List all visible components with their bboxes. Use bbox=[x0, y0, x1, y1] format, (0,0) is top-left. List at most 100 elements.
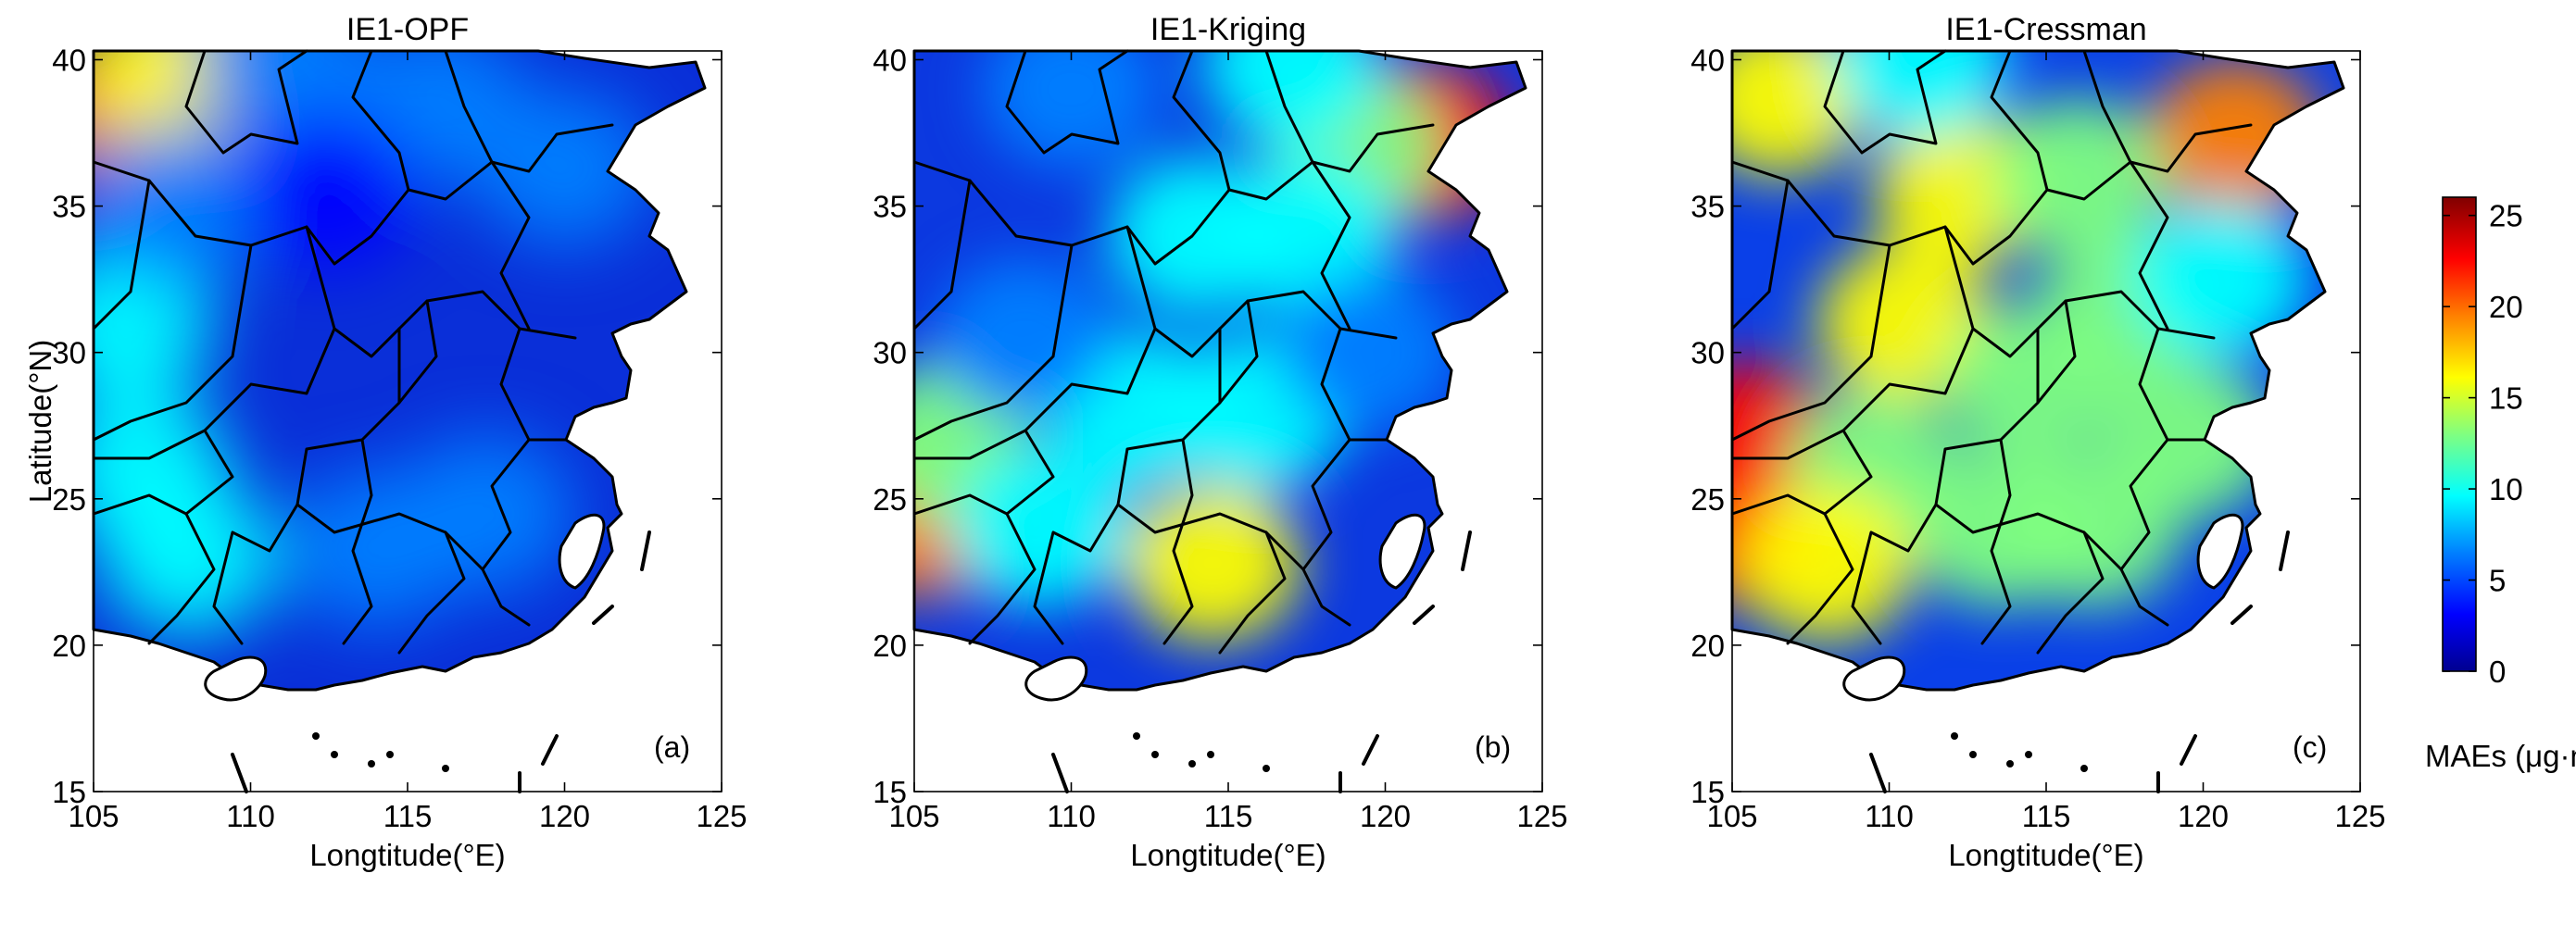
y-tick-label: 20 bbox=[52, 629, 86, 663]
island-outline bbox=[204, 655, 268, 702]
x-axis-label: Longtitude(°E) bbox=[309, 838, 505, 872]
province-boundary bbox=[1162, 438, 1194, 645]
province-boundary bbox=[912, 243, 1074, 442]
province-boundary bbox=[2082, 530, 2123, 571]
province-boundary bbox=[1301, 327, 1351, 627]
province-boundary bbox=[1730, 243, 1891, 442]
islet bbox=[1969, 751, 1977, 758]
x-tick-label: 125 bbox=[696, 799, 747, 833]
y-tick-label: 30 bbox=[873, 336, 907, 370]
y-tick-label: 35 bbox=[52, 190, 86, 224]
heat-spot bbox=[983, 51, 1160, 168]
boundary-dash bbox=[1051, 753, 1069, 793]
heat-spot bbox=[194, 51, 371, 139]
province-boundary bbox=[147, 512, 216, 645]
heat-spot bbox=[397, 434, 574, 593]
colorbar-gradient bbox=[2442, 196, 2477, 672]
province-boundary bbox=[912, 179, 972, 331]
y-tick-label: 15 bbox=[52, 775, 86, 809]
boundary-dash bbox=[1362, 734, 1379, 766]
colorbar-ticks: 25 20 15 10 5 0 bbox=[2443, 199, 2523, 689]
province-boundary bbox=[305, 225, 577, 358]
islet bbox=[312, 732, 320, 740]
province-boundary bbox=[1730, 327, 1975, 516]
province-boundary bbox=[1730, 429, 1845, 460]
heat-spot bbox=[1832, 51, 2009, 139]
province-boundaries bbox=[92, 49, 707, 793]
island-outline bbox=[2196, 513, 2244, 590]
y-tick-label: 30 bbox=[52, 336, 86, 370]
y-tick-label: 40 bbox=[873, 43, 907, 77]
province-boundary bbox=[481, 327, 531, 627]
island-outline bbox=[558, 513, 606, 590]
boundary-dash bbox=[640, 530, 651, 571]
boundary-dash bbox=[541, 734, 559, 766]
province-boundary bbox=[342, 438, 373, 645]
heat-spot bbox=[1942, 303, 2119, 461]
boundary-dash bbox=[1869, 753, 1887, 793]
province-boundary bbox=[92, 327, 336, 516]
heat-spot bbox=[1738, 484, 1915, 643]
y-tick-label: 40 bbox=[1690, 43, 1725, 77]
province-boundary bbox=[1943, 225, 2216, 358]
province-boundary bbox=[912, 123, 1435, 266]
panel-title: IE1-OPF bbox=[346, 12, 469, 47]
axis-ticks: 105 110 115 120 125 40 35 30 25 20 15 bbox=[1690, 43, 2385, 833]
colorbar-label: MAEs (μg·m-3) bbox=[2425, 734, 2576, 773]
y-axis-label: Latitude(°N) bbox=[23, 340, 57, 503]
province-boundary bbox=[2119, 327, 2169, 627]
panel-cressman: IE1-Cressman (c) 105 110 115 120 125 40 35 30 25… bbox=[1690, 12, 2385, 872]
y-tick-label: 35 bbox=[873, 190, 907, 224]
x-tick-label: 115 bbox=[1204, 799, 1253, 833]
province-boundary bbox=[1730, 179, 1790, 331]
panel-title: IE1-Cressman bbox=[1945, 12, 2146, 47]
x-tick-label: 110 bbox=[226, 799, 275, 833]
x-tick-label: 115 bbox=[2022, 799, 2071, 833]
colorbar-tick-label: 5 bbox=[2489, 564, 2506, 598]
islet bbox=[386, 751, 394, 758]
x-tick-label: 125 bbox=[2334, 799, 2385, 833]
colorbar-tick-label: 15 bbox=[2489, 381, 2523, 416]
x-tick-label: 105 bbox=[1706, 799, 1757, 833]
panel-letter: (b) bbox=[1475, 730, 1511, 764]
province-boundary bbox=[351, 49, 410, 192]
island-outline bbox=[1024, 655, 1088, 702]
province-boundary bbox=[184, 49, 308, 155]
islet bbox=[1151, 751, 1159, 758]
x-axis-label: Longtitude(°E) bbox=[1948, 838, 2143, 872]
y-tick-label: 15 bbox=[873, 775, 907, 809]
province-boundary bbox=[2036, 299, 2077, 405]
boundary-dash bbox=[2279, 530, 2290, 571]
province-boundary bbox=[1264, 49, 1314, 164]
islet bbox=[331, 751, 338, 758]
heat-spot bbox=[2004, 449, 2181, 607]
islet bbox=[1188, 760, 1196, 768]
y-tick-label: 25 bbox=[52, 482, 86, 517]
province-boundary bbox=[1990, 49, 2049, 192]
islet bbox=[1207, 751, 1214, 758]
boundary-dash bbox=[1413, 605, 1435, 625]
heat-spot bbox=[936, 258, 1112, 417]
province-boundary bbox=[1218, 299, 1259, 405]
panel-opf: IE1-OPF (a) 105 110 115 120 125403530252015 … bbox=[23, 12, 748, 872]
y-tick-label: 40 bbox=[52, 43, 86, 77]
province-boundary bbox=[912, 327, 1157, 516]
islet bbox=[368, 760, 375, 768]
heat-spot bbox=[2130, 200, 2307, 358]
boundary-dash bbox=[231, 753, 248, 793]
x-tick-label: 120 bbox=[539, 799, 590, 833]
heat-spot bbox=[951, 449, 1128, 607]
y-tick-label: 15 bbox=[1690, 775, 1725, 809]
x-tick-label: 110 bbox=[1865, 799, 1914, 833]
colorbar-tick-label: 0 bbox=[2489, 655, 2506, 689]
y-tick-label: 25 bbox=[873, 482, 907, 517]
boundary-dash bbox=[592, 605, 614, 625]
heat-spot bbox=[1109, 156, 1286, 315]
province-boundary bbox=[92, 243, 253, 442]
x-tick-label: 105 bbox=[888, 799, 939, 833]
province-boundary bbox=[968, 512, 1037, 645]
boundary-dash bbox=[1461, 530, 1472, 571]
province-boundary bbox=[1005, 49, 1129, 155]
province-boundary bbox=[1125, 225, 1398, 358]
